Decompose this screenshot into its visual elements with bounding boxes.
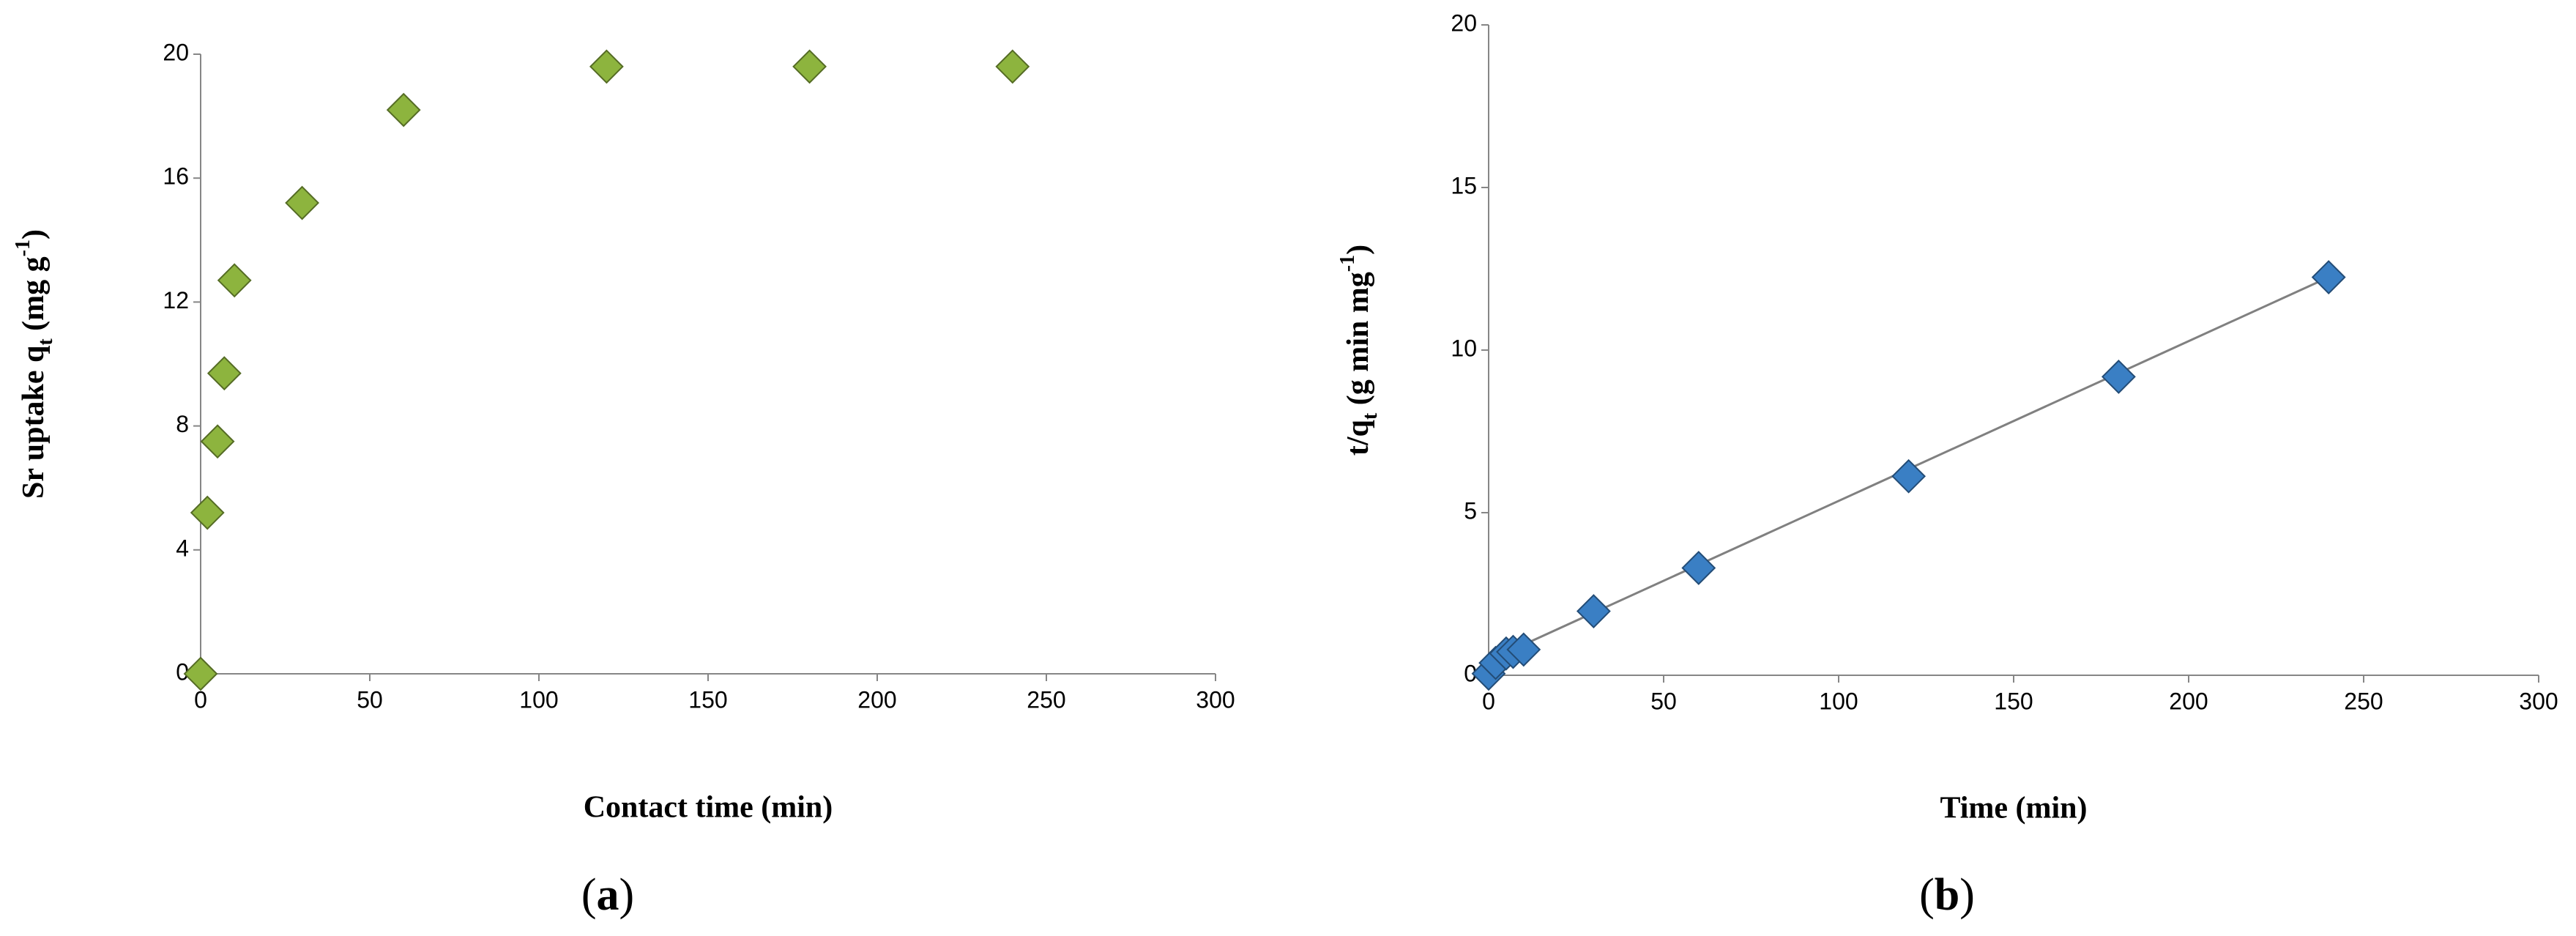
marker (995, 49, 1030, 84)
x-tick-label: 200 (857, 686, 896, 713)
y-axis-title-part: ) (1341, 245, 1375, 255)
y-tick-label: 16 (163, 163, 189, 190)
x-tick-label: 50 (357, 686, 383, 713)
y-tick-label: 20 (1451, 10, 1477, 36)
y-axis-title-part: (g min mg (1341, 272, 1375, 413)
marker (2311, 260, 2346, 294)
y-axis-title-part: ) (17, 229, 51, 239)
caption-part: ) (619, 870, 635, 920)
caption-part: a (597, 870, 619, 920)
y-tick-label: 8 (176, 411, 189, 437)
caption-part: b (1935, 870, 1959, 920)
marker (1891, 458, 1927, 494)
y-tick-label: 0 (1464, 660, 1477, 686)
y-axis-title-part: -1 (12, 239, 34, 256)
marker (792, 49, 827, 84)
y-tick-label: 5 (1464, 497, 1477, 524)
y-axis-title-part: Sr uptake q (17, 346, 51, 499)
x-axis-title: Contact time (min) (584, 791, 833, 825)
marker (183, 656, 218, 691)
x-tick-label: 300 (1196, 686, 1235, 713)
marker (1681, 551, 1716, 585)
caption-part: ( (1919, 870, 1935, 920)
y-axis-title-part: t (1359, 412, 1382, 420)
caption-part: ( (581, 870, 597, 920)
marker (206, 356, 242, 391)
marker (217, 263, 252, 298)
marker (589, 49, 624, 84)
marker (2101, 359, 2136, 394)
x-tick-label: 200 (2169, 688, 2208, 714)
x-tick-label: 150 (1994, 688, 2033, 714)
x-tick-label: 250 (2344, 688, 2383, 714)
y-axis-title: Sr uptake qt (mg g-1) (12, 229, 57, 499)
y-tick-label: 15 (1451, 172, 1477, 198)
y-tick-label: 0 (176, 658, 189, 685)
x-tick-label: 50 (1650, 688, 1677, 714)
marker (386, 92, 421, 127)
marker (285, 185, 320, 220)
marker (1576, 594, 1611, 628)
y-axis-title-part: -1 (1336, 255, 1359, 272)
x-tick-label: 100 (519, 686, 558, 713)
marker (1506, 632, 1541, 667)
marker (190, 495, 225, 530)
x-axis-title: Time (min) (1940, 792, 2087, 825)
x-tick-label: 250 (1027, 686, 1065, 713)
x-tick-label: 100 (1819, 688, 1858, 714)
y-axis-title: t/qt (g min mg-1) (1336, 245, 1382, 456)
caption: (b) (1919, 870, 1975, 920)
y-tick-label: 12 (163, 287, 189, 313)
y-tick-label: 10 (1451, 335, 1477, 361)
x-tick-label: 0 (194, 686, 207, 713)
caption-part: ) (1959, 870, 1975, 920)
y-tick-label: 20 (163, 39, 189, 65)
x-tick-label: 150 (688, 686, 727, 713)
y-axis-title-part: t (34, 338, 57, 346)
y-axis-title-part: t/q (1341, 420, 1375, 456)
marker (200, 424, 235, 459)
caption: (a) (581, 870, 634, 920)
y-tick-label: 4 (176, 535, 189, 561)
x-tick-label: 300 (2519, 688, 2558, 714)
y-axis-title-part: (mg g (17, 256, 51, 338)
x-tick-label: 0 (1482, 688, 1495, 714)
